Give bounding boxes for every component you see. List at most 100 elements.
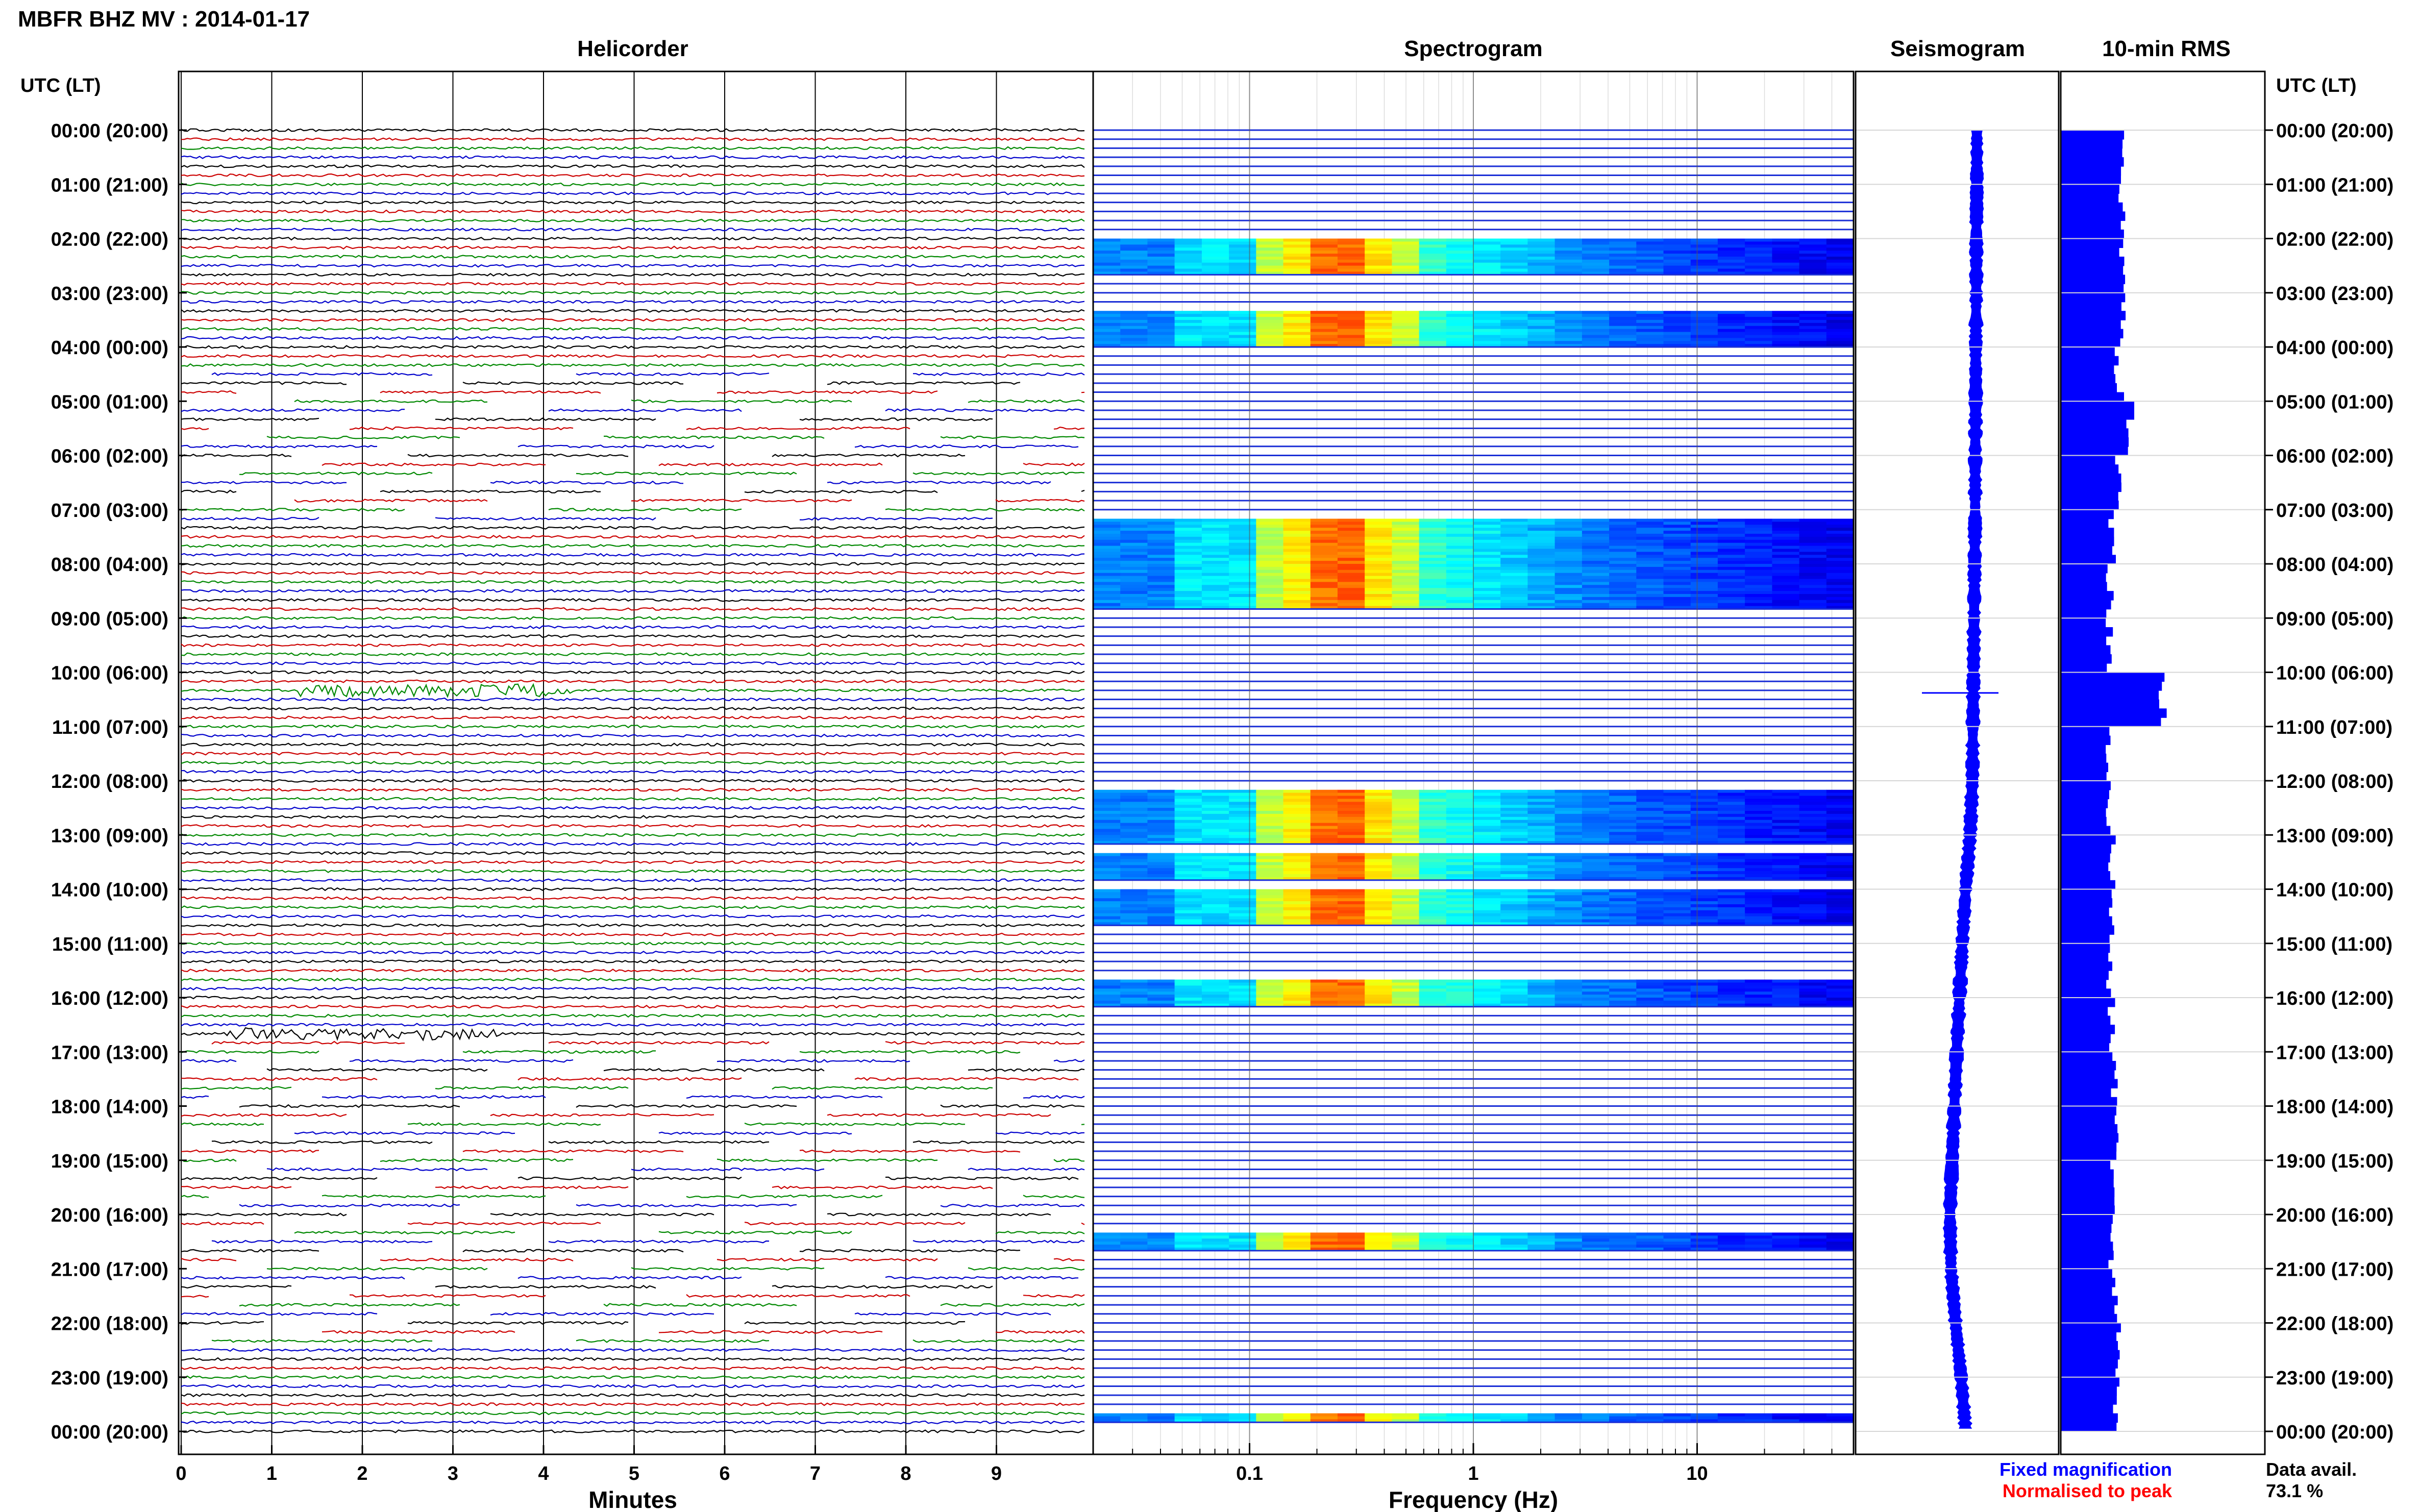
spectrogram-cell: [1609, 326, 1637, 330]
spectrogram-cell: [1283, 998, 1311, 1001]
spectrogram-cell: [1609, 832, 1637, 835]
spectrogram-cell: [1826, 573, 1854, 577]
spectrogram-cell: [1174, 816, 1202, 821]
spectrogram-cell: [1772, 805, 1800, 808]
spectrogram-cell: [1636, 862, 1664, 865]
spectrogram-cell: [1310, 341, 1338, 344]
spectrogram-cell: [1174, 985, 1202, 989]
spectrogram-cell: [1093, 335, 1121, 338]
spectrogram-cell: [1527, 1003, 1556, 1007]
spectrogram-cell: [1690, 1238, 1718, 1242]
helicorder-trace: [181, 272, 1085, 277]
spectrogram-cell: [1283, 1003, 1311, 1007]
spectrogram-cell: [1229, 332, 1256, 335]
spectrogram-cell: [1527, 564, 1556, 567]
spectrogram-cell: [1147, 335, 1175, 338]
spectrogram-cell: [1147, 868, 1175, 872]
spectrogram-cell: [1229, 1419, 1256, 1423]
rms-bar: [2061, 1151, 2116, 1161]
spectrogram-cell: [1826, 539, 1854, 543]
spectrogram-cell: [1174, 823, 1202, 827]
spectrogram-cell: [1256, 265, 1284, 269]
spectrogram-cell: [1419, 853, 1447, 857]
spectrogram-cell: [1201, 518, 1229, 522]
spectrogram-cell: [1582, 573, 1610, 577]
spectrogram-cell: [1663, 576, 1691, 580]
spectrogram-cell: [1256, 862, 1284, 865]
spectrogram-cell: [1283, 820, 1311, 824]
spectrogram-cell: [1473, 247, 1501, 251]
spectrogram-cell: [1147, 314, 1175, 317]
helicorder-trace: [181, 309, 1085, 313]
spectrogram-cell: [1609, 247, 1637, 251]
spectrogram-cell: [1554, 889, 1583, 893]
spectrogram-cell: [1473, 892, 1501, 896]
spectrogram-cell: [1663, 597, 1691, 601]
spectrogram-cell: [1609, 1235, 1637, 1239]
spectrogram-cell: [1392, 889, 1420, 893]
spectrogram-cell: [1365, 564, 1392, 567]
spectrogram-cell: [1337, 319, 1365, 324]
spectrogram-cell: [1772, 985, 1800, 989]
spectrogram-cell: [1201, 1235, 1229, 1239]
spectrogram-cell: [1147, 1419, 1175, 1423]
spectrogram-cell: [1419, 859, 1447, 862]
spectrogram-cell: [1093, 913, 1121, 917]
spectrogram-cell: [1174, 241, 1202, 245]
spectrogram-cell: [1283, 271, 1311, 275]
spectrogram-cell: [1609, 564, 1637, 567]
spectrogram-cell: [1690, 838, 1718, 841]
spectrogram-cell: [1500, 813, 1528, 817]
spectrogram-cell: [1826, 265, 1854, 269]
spectrogram-cell: [1772, 841, 1800, 845]
spectrogram-cell: [1826, 588, 1854, 591]
spectrogram-cell: [1717, 552, 1745, 555]
spectrogram-cell: [1826, 1419, 1854, 1423]
spectrogram-cell: [1283, 244, 1311, 248]
spectrogram-cell: [1229, 907, 1256, 911]
spectrogram-cell: [1365, 335, 1392, 338]
spectrogram-cell: [1554, 539, 1583, 543]
spectrogram-cell: [1473, 838, 1501, 841]
spectrogram-cell: [1365, 832, 1392, 835]
spectrogram-cell: [1446, 329, 1474, 333]
spectrogram-cell: [1609, 995, 1637, 998]
spectrogram-cell: [1500, 1232, 1528, 1236]
spectrogram-cell: [1826, 799, 1854, 802]
spectrogram-cell: [1392, 518, 1420, 522]
spectrogram-cell: [1527, 338, 1556, 341]
spectrogram-cell: [1527, 594, 1556, 598]
helicorder-trace: [181, 625, 1085, 629]
spectrogram-cell: [1690, 874, 1718, 878]
spectrogram-cell: [1745, 569, 1772, 574]
seismogram-trace: [1942, 130, 1984, 1429]
spectrogram-cell: [1826, 982, 1854, 986]
spectrogram-cell: [1582, 268, 1610, 272]
spectrogram-cell: [1826, 326, 1854, 330]
helicorder-trace: [266, 1068, 1085, 1072]
spectrogram-cell: [1174, 813, 1202, 817]
spectrogram-cell: [1392, 892, 1420, 896]
spectrogram-cell: [1826, 591, 1854, 594]
spectrogram-cell: [1717, 542, 1745, 547]
spectrogram-cell: [1609, 913, 1637, 917]
spectrogram-cell: [1554, 799, 1583, 802]
spectrogram-cell: [1745, 600, 1772, 604]
spectrogram-cell: [1745, 344, 1772, 348]
spectrogram-cell: [1337, 813, 1365, 817]
spectrogram-cell: [1256, 329, 1284, 333]
spectrogram-cell: [1392, 916, 1420, 920]
spectrogram-cell: [1826, 901, 1854, 905]
helicorder-trace: [266, 1267, 1085, 1271]
spectrogram-cell: [1392, 823, 1420, 827]
spectrogram-cell: [1717, 241, 1745, 245]
spectrogram-cell: [1337, 877, 1365, 881]
spectrogram-cell: [1663, 338, 1691, 341]
rms-bar: [2061, 645, 2111, 655]
spectrogram-cell: [1826, 811, 1854, 814]
spectrogram-cell: [1826, 259, 1854, 263]
spectrogram-cell: [1500, 1245, 1528, 1248]
spectrogram-cell: [1717, 265, 1745, 269]
spectrogram-cell: [1799, 247, 1827, 251]
spectrogram-cell: [1663, 528, 1691, 531]
